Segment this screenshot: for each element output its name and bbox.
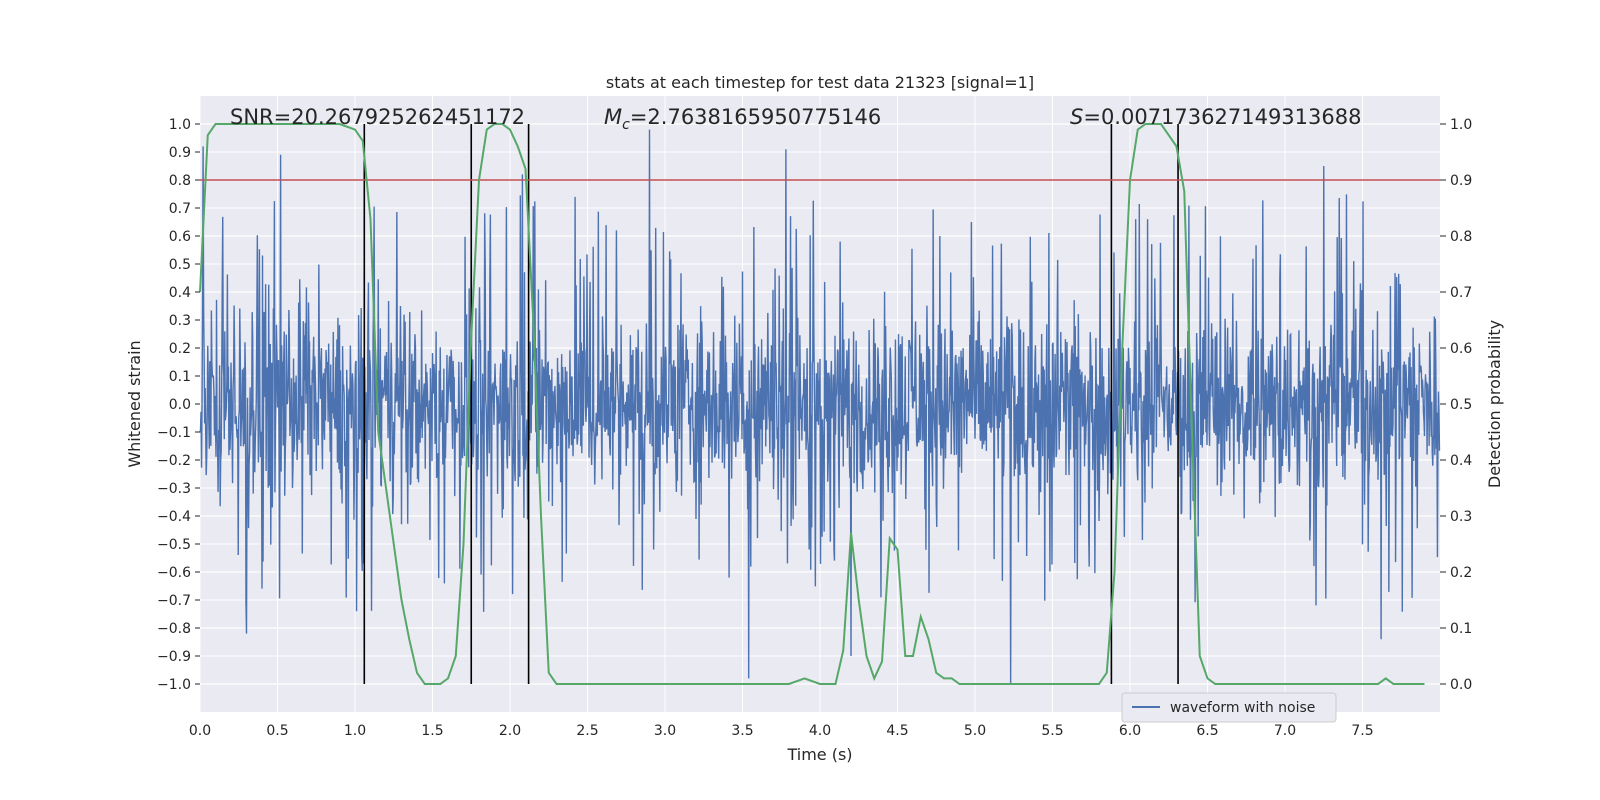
x-tick-label: 5.5 — [1041, 723, 1063, 739]
y-axis-ticks: 1.0 0.9 0.8 0.7 0.6 0.5 0.4 0.3 0.2 0.1 0.0 −0.1 −0.… — [157, 117, 200, 693]
x-tick-label: 4.5 — [886, 723, 908, 739]
y2-tick-label: 1.0 — [1450, 117, 1472, 133]
y2-tick-label: 0.8 — [1450, 229, 1472, 245]
y-tick-label: 0.0 — [169, 397, 191, 413]
y2-tick-label: 0.5 — [1450, 397, 1472, 413]
y-tick-label: 0.5 — [169, 257, 191, 273]
y-tick-label: −0.3 — [157, 481, 191, 497]
y-tick-label: 0.9 — [169, 145, 191, 161]
y2-tick-label: 0.6 — [1450, 341, 1472, 357]
x-axis-ticks: 0.0 0.5 1.0 1.5 2.0 2.5 3.0 3.5 4.0 4.5 5.0 5.5 6.0 6… — [189, 723, 1374, 739]
y-tick-label: 0.4 — [169, 285, 191, 301]
y-tick-label: 0.8 — [169, 173, 191, 189]
y-tick-label: −0.5 — [157, 537, 191, 553]
y2-tick-label: 0.3 — [1450, 509, 1472, 525]
probability-series — [199, 123, 1425, 685]
mc-value: =2.7638165950775146 — [630, 105, 881, 129]
y-tick-label: −1.0 — [157, 677, 191, 693]
legend-box — [1121, 692, 1337, 723]
mc-annotation: Mc=2.7638165950775146 — [604, 105, 881, 133]
y-tick-label: −0.6 — [157, 565, 191, 581]
y-tick-label: 0.3 — [169, 313, 191, 329]
x-tick-label: 6.0 — [1119, 723, 1141, 739]
legend-label: waveform with noise — [1170, 700, 1315, 716]
y-tick-label: −0.8 — [157, 621, 191, 637]
x-tick-label: 7.0 — [1274, 723, 1296, 739]
y2-tick-label: 0.9 — [1450, 173, 1472, 189]
y2-tick-label: 0.1 — [1450, 621, 1472, 637]
y2-tick-label: 0.4 — [1450, 453, 1472, 469]
y-tick-label: −0.4 — [157, 509, 191, 525]
x-tick-label: 2.0 — [499, 723, 521, 739]
x-axis-label: Time (s) — [786, 745, 852, 764]
y-axis-label: Whitened strain — [125, 340, 144, 467]
s-symbol: S — [1070, 105, 1083, 129]
x-tick-label: 1.0 — [344, 723, 366, 739]
mc-subscript: c — [622, 117, 630, 133]
x-tick-label: 5.0 — [964, 723, 986, 739]
y-tick-label: −0.7 — [157, 593, 191, 609]
x-tick-label: 3.5 — [731, 723, 753, 739]
y2-axis-ticks: 1.0 0.9 0.8 0.7 0.6 0.5 0.4 0.3 0.2 0.1 0.0 — [1440, 117, 1472, 693]
x-tick-label: 6.5 — [1196, 723, 1218, 739]
y-tick-label: −0.2 — [157, 453, 191, 469]
y2-tick-label: 0.7 — [1450, 285, 1472, 301]
legend: waveform with noise — [1121, 692, 1337, 723]
y-tick-label: 0.2 — [169, 341, 191, 357]
y-tick-label: 0.1 — [169, 369, 191, 385]
y2-axis-label: Detection probability — [1485, 320, 1504, 488]
y-tick-label: 0.6 — [169, 229, 191, 245]
y-tick-label: 0.7 — [169, 201, 191, 217]
x-tick-label: 3.0 — [654, 723, 676, 739]
s-annotation: S=0.007173627149313688 — [1070, 105, 1361, 129]
y-tick-label: −0.9 — [157, 649, 191, 665]
y-tick-label: −0.1 — [157, 425, 191, 441]
y2-tick-label: 0.0 — [1450, 677, 1472, 693]
y2-tick-label: 0.2 — [1450, 565, 1472, 581]
waveform-series — [199, 129, 1441, 685]
x-tick-label: 0.5 — [266, 723, 288, 739]
x-tick-label: 2.5 — [576, 723, 598, 739]
s-value: =0.007173627149313688 — [1083, 105, 1361, 129]
snr-annotation: SNR=20.267925262451172 — [230, 105, 525, 129]
x-tick-label: 7.5 — [1351, 723, 1373, 739]
chart-title: stats at each timestep for test data 213… — [606, 73, 1034, 92]
x-tick-label: 0.0 — [189, 723, 211, 739]
x-tick-label: 1.5 — [421, 723, 443, 739]
waveform-line — [199, 129, 1441, 685]
mc-symbol: M — [604, 105, 622, 129]
x-tick-label: 4.0 — [809, 723, 831, 739]
y-tick-label: 1.0 — [169, 117, 191, 133]
